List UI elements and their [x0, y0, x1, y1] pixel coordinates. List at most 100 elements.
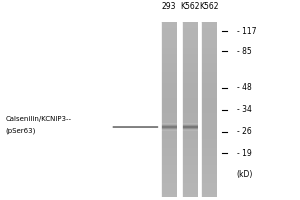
Bar: [161, 191, 177, 194]
Bar: [201, 60, 217, 63]
Bar: [201, 51, 217, 54]
Bar: [182, 153, 198, 156]
Bar: [182, 28, 198, 31]
Bar: [161, 37, 177, 40]
Bar: [201, 156, 217, 159]
Bar: [201, 81, 217, 83]
Bar: [161, 186, 177, 188]
Bar: [161, 121, 177, 124]
Bar: [161, 101, 177, 104]
Bar: [182, 186, 198, 188]
Bar: [161, 145, 177, 148]
Bar: [201, 124, 217, 127]
Bar: [161, 57, 177, 60]
Bar: [182, 86, 198, 89]
Bar: [201, 148, 217, 151]
Text: - 117: - 117: [237, 27, 256, 36]
Bar: [161, 159, 177, 162]
Bar: [182, 148, 198, 151]
Bar: [201, 133, 217, 136]
Bar: [161, 177, 177, 180]
Bar: [182, 81, 198, 83]
Bar: [201, 186, 217, 188]
Bar: [182, 31, 198, 34]
Bar: [161, 165, 177, 168]
Bar: [201, 139, 217, 142]
Bar: [182, 66, 198, 69]
Bar: [201, 110, 217, 113]
Bar: [161, 194, 177, 197]
Bar: [182, 92, 198, 95]
Bar: [161, 110, 177, 113]
Bar: [201, 107, 217, 110]
Bar: [182, 130, 198, 133]
Bar: [182, 83, 198, 86]
Bar: [201, 95, 217, 98]
Bar: [161, 156, 177, 159]
Text: - 19: - 19: [237, 149, 252, 158]
Bar: [182, 34, 198, 37]
Bar: [182, 43, 198, 45]
Bar: [161, 148, 177, 151]
Bar: [161, 183, 177, 186]
Bar: [161, 104, 177, 107]
Text: - 85: - 85: [237, 47, 252, 56]
Bar: [201, 69, 217, 72]
Bar: [161, 69, 177, 72]
Bar: [161, 151, 177, 153]
Bar: [182, 118, 198, 121]
Bar: [182, 40, 198, 43]
Bar: [201, 86, 217, 89]
Bar: [161, 81, 177, 83]
Bar: [201, 194, 217, 197]
Bar: [201, 159, 217, 162]
Bar: [161, 95, 177, 98]
Bar: [182, 60, 198, 63]
Text: - 34: - 34: [237, 105, 252, 114]
Bar: [201, 174, 217, 177]
Bar: [161, 43, 177, 45]
Bar: [201, 127, 217, 130]
Bar: [182, 162, 198, 165]
Bar: [182, 75, 198, 78]
Bar: [201, 153, 217, 156]
Bar: [201, 121, 217, 124]
Bar: [182, 171, 198, 174]
Bar: [161, 130, 177, 133]
Bar: [161, 63, 177, 66]
Bar: [161, 75, 177, 78]
Bar: [201, 37, 217, 40]
Bar: [201, 57, 217, 60]
Bar: [182, 37, 198, 40]
Bar: [161, 34, 177, 37]
Bar: [201, 168, 217, 171]
Bar: [161, 98, 177, 101]
Bar: [161, 28, 177, 31]
Bar: [201, 191, 217, 194]
Bar: [161, 89, 177, 92]
Bar: [161, 142, 177, 145]
Bar: [182, 95, 198, 98]
Bar: [182, 151, 198, 153]
Bar: [182, 51, 198, 54]
Bar: [161, 188, 177, 191]
Bar: [161, 118, 177, 121]
Text: Calsenilin/KCNIP3--: Calsenilin/KCNIP3--: [6, 116, 72, 122]
Bar: [161, 107, 177, 110]
Bar: [201, 89, 217, 92]
Bar: [201, 66, 217, 69]
Bar: [201, 75, 217, 78]
Bar: [182, 78, 198, 81]
Bar: [201, 54, 217, 57]
Bar: [201, 118, 217, 121]
Bar: [201, 180, 217, 183]
Bar: [201, 72, 217, 75]
Bar: [182, 156, 198, 159]
Bar: [161, 136, 177, 139]
Bar: [161, 60, 177, 63]
Bar: [161, 72, 177, 75]
Bar: [182, 194, 198, 197]
Bar: [182, 72, 198, 75]
Bar: [161, 86, 177, 89]
Bar: [182, 101, 198, 104]
